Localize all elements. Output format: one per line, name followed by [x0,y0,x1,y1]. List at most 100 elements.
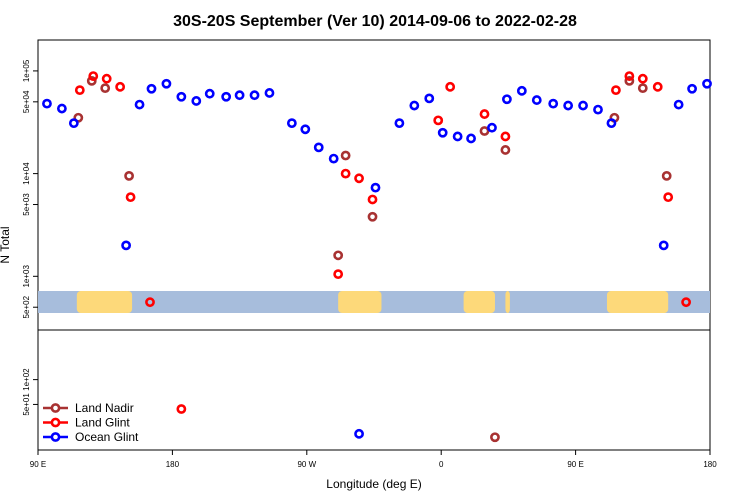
ocean-glint-point [234,90,245,101]
land-glint-point [433,115,444,126]
ocean-glint-point [249,90,260,101]
ocean-glint-point [264,88,275,98]
land-glint-point [88,71,99,82]
land-nadir-point [367,211,378,222]
y-tick-label: 1e+03 [22,265,31,288]
land-glint-point [663,192,674,203]
x-tick-label: 0 [439,460,444,469]
land-segment [505,291,510,313]
bottom-points [176,404,500,443]
y-tick-label: 1e+02 [22,368,31,391]
land-glint-point [637,73,648,84]
ocean-glint-point [221,91,232,102]
land-segment [463,291,495,313]
ocean-glint-point [673,99,684,110]
land-glint-point [445,81,456,92]
land-nadir-point [490,432,500,443]
top-y-axis: 5e+02 1e+03 5e+03 1e+04 5e+04 1e+05 [22,59,38,318]
land-glint-point [681,297,692,308]
land-glint-point [354,173,364,184]
x-axis: 90 E 180 90 W 0 90 E 180 [30,450,717,469]
ocean-glint-point [354,428,364,439]
ocean-glint-point [452,131,463,142]
ocean-glint-point [502,94,512,105]
ocean-glint-point [487,122,497,133]
ocean-glint-point [204,88,215,99]
ocean-glint-point [466,133,476,144]
ocean-glint-point [394,118,405,129]
ocean-glint-point [176,91,187,102]
land-nadir-point [340,150,351,161]
x-tick-label: 90 E [567,460,583,469]
land-nadir-point [624,75,635,86]
x-axis-label: Longitude (deg E) [326,477,421,491]
land-nadir-point [637,83,648,94]
y-tick-label: 5e+03 [22,193,31,216]
ocean-glint-point [606,118,617,129]
bottom-panel: 5e+01 1e+02 [22,329,711,451]
land-glint-point [74,85,85,96]
ocean-glint-point [578,100,588,111]
ocean-glint-point [42,98,52,109]
ocean-glint-point [146,83,157,94]
land-nadir-point [86,75,97,86]
top-points [42,71,712,308]
x-tick-label: 90 W [297,460,316,469]
ocean-glint-point [68,118,79,129]
land-nadir-point [333,250,344,261]
ocean-glint-point [300,124,311,135]
land-segment [606,291,669,313]
land-segment [76,291,133,313]
legend-swatch-marker [50,432,61,442]
ocean-glint-point [437,127,448,138]
ocean-glint-point [548,98,559,109]
legend-label: Land Nadir [75,401,134,415]
land-nadir-point [100,83,111,94]
ocean-glint-point [702,78,712,89]
land-nadir-point [661,170,672,181]
ocean-glint-point [328,153,339,164]
ocean-glint-point [424,93,435,104]
land-segment [338,291,382,313]
ocean-glint-point [593,104,603,115]
land-glint-point [652,81,663,92]
ocean-glint-point [121,240,132,251]
bottom-panel-frame [37,329,711,451]
ocean-glint-point [286,118,297,129]
ocean-glint-point [56,103,67,114]
land-glint-point [340,168,351,179]
bottom-y-axis: 5e+01 1e+02 [22,368,38,416]
ocean-glint-point [658,240,669,251]
y-tick-label: 5e+02 [22,295,31,318]
ocean-glint-point [516,85,527,96]
legend-swatch-marker [50,403,61,413]
x-tick-label: 90 E [30,460,46,469]
x-tick-label: 180 [166,460,180,469]
legend-swatch-marker [50,417,61,428]
y-axis-label: N Total [0,226,12,263]
legend-label: Land Glint [75,416,130,430]
land-glint-point [145,297,155,308]
ocean-glint-point [191,96,202,106]
ocean-glint-point [563,100,574,111]
land-glint-point [479,109,490,119]
ocean-glint-point [134,99,145,110]
top-panel: 5e+02 1e+03 5e+03 1e+04 5e+04 1e+05 [22,39,712,331]
land-glint-point [500,131,511,142]
ocean-glint-point [409,100,420,111]
chart-title: 30S-20S September (Ver 10) 2014-09-06 to… [173,13,577,30]
ocean-glint-point [531,95,542,105]
land-glint-point [101,73,112,84]
land-nadir-point [500,145,511,155]
ocean-glint-point [370,182,381,193]
y-tick-label: 1e+04 [22,162,31,185]
y-tick-label: 5e+04 [22,90,31,113]
land-nadir-point [479,126,490,136]
land-glint-point [333,269,344,280]
y-tick-label: 1e+05 [22,59,31,82]
land-glint-point [115,81,126,92]
land-glint-point [624,71,635,82]
land-glint-point [611,85,621,96]
